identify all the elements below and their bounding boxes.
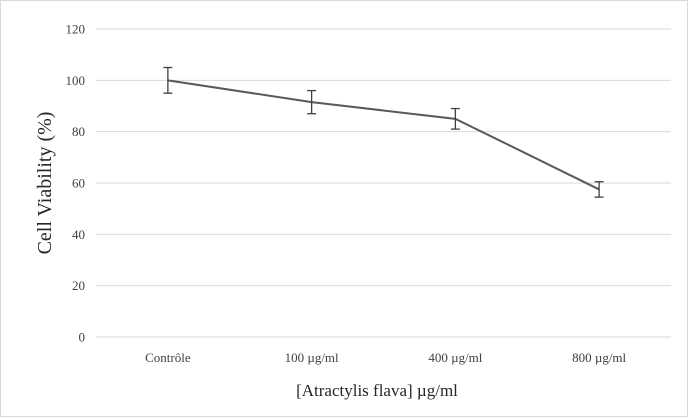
series-line <box>167 79 600 191</box>
y-tick-label: 80 <box>72 124 85 139</box>
error-bar <box>163 66 173 94</box>
y-axis-title: Cell Viability (%) <box>34 112 56 255</box>
y-tick-labels: 0 20 40 60 80 100 120 <box>66 22 86 345</box>
x-tick-label: Contrôle <box>145 350 191 365</box>
y-tick-label: 0 <box>79 330 86 345</box>
x-tick-labels: Contrôle 100 µg/ml 400 µg/ml 800 µg/ml <box>145 350 626 365</box>
x-axis-title: [Atractylis flava] µg/ml <box>296 381 458 400</box>
error-bars <box>163 66 604 198</box>
y-tick-label: 100 <box>66 73 86 88</box>
x-tick-label: 100 µg/ml <box>285 350 339 365</box>
y-tick-label: 60 <box>72 176 85 191</box>
y-tick-label: 120 <box>66 22 86 37</box>
y-tick-label: 40 <box>72 227 85 242</box>
gridlines <box>96 28 671 338</box>
series-line-group <box>167 79 600 191</box>
x-tick-label: 800 µg/ml <box>572 350 626 365</box>
error-bar <box>450 107 460 130</box>
x-tick-label: 400 µg/ml <box>428 350 482 365</box>
error-bar <box>594 181 604 198</box>
y-tick-label: 20 <box>72 278 85 293</box>
error-bar <box>307 89 317 115</box>
